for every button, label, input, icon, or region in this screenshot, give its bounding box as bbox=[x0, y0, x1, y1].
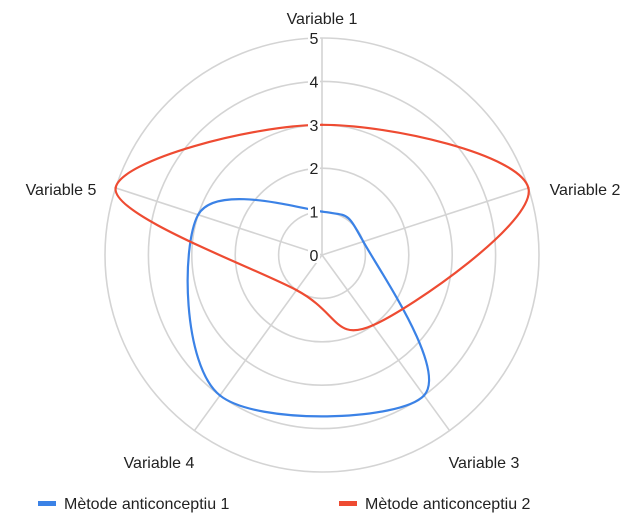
spoke-3 bbox=[321, 254, 451, 432]
tick-label-1: 1 bbox=[310, 205, 319, 222]
grid-layer bbox=[104, 37, 540, 473]
tick-label-bg-3 bbox=[308, 116, 320, 133]
series-2-point-1 bbox=[320, 123, 324, 127]
tick-label-0: 0 bbox=[310, 248, 319, 265]
series-1-point-1 bbox=[320, 210, 324, 213]
tick-label-5: 5 bbox=[310, 31, 319, 48]
axis-label-1: Variable 1 bbox=[287, 11, 358, 28]
axis-label-3: Variable 3 bbox=[449, 455, 520, 472]
tick-label-bg-2 bbox=[308, 160, 320, 177]
legend-label-1: Mètode anticonceptiu 1 bbox=[64, 496, 230, 513]
tick-label-bg-0 bbox=[308, 247, 320, 263]
tick-label-bg-4 bbox=[308, 73, 320, 90]
tick-label-3: 3 bbox=[310, 118, 319, 135]
series-layer bbox=[114, 123, 530, 418]
tick-label-2: 2 bbox=[310, 161, 319, 178]
spoke-4 bbox=[193, 254, 323, 432]
series-2-point-5 bbox=[114, 186, 117, 190]
series-1-point-2 bbox=[362, 240, 365, 243]
series-2-point-3 bbox=[371, 324, 375, 327]
series-2-point-2 bbox=[527, 186, 530, 190]
spoke-5 bbox=[115, 187, 323, 256]
axis-label-2: Variable 2 bbox=[550, 182, 621, 199]
legend-label-2: Mètode anticonceptiu 2 bbox=[365, 496, 531, 513]
tick-label-4: 4 bbox=[310, 74, 319, 91]
series-2-point-4 bbox=[295, 288, 298, 292]
axis-label-layer: Variable 1 Variable 2 Variable 3 Variable 4… bbox=[26, 11, 621, 472]
series-1-point-5 bbox=[196, 213, 200, 216]
legend-swatch-2 bbox=[339, 501, 357, 506]
series-1-point-3 bbox=[422, 394, 426, 397]
spoke-2 bbox=[321, 187, 529, 256]
tick-layer: 0 1 2 3 4 5 bbox=[308, 30, 320, 265]
legend: Mètode anticonceptiu 1 Mètode anticoncept… bbox=[38, 496, 531, 513]
axis-label-4: Variable 4 bbox=[124, 455, 195, 472]
axis-label-5: Variable 5 bbox=[26, 182, 97, 199]
series-1-point-4 bbox=[218, 394, 222, 397]
tick-label-bg-1 bbox=[308, 203, 320, 220]
tick-label-bg-5 bbox=[308, 30, 320, 46]
series-line-1 bbox=[186, 198, 431, 418]
legend-swatch-1 bbox=[38, 501, 56, 506]
series-line-2 bbox=[114, 123, 530, 332]
